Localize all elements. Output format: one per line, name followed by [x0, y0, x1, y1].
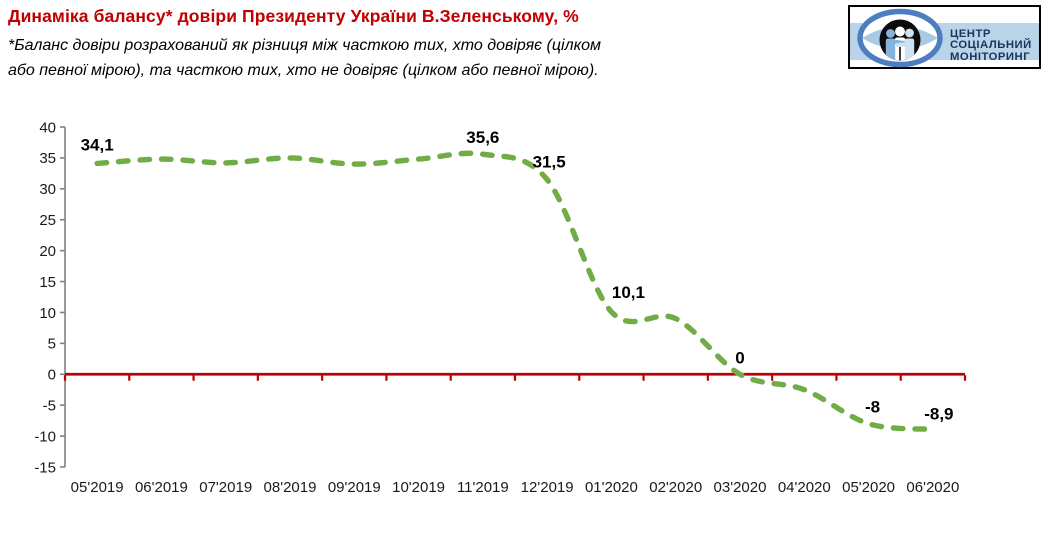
org-logo: ЦЕНТР СОЦІАЛЬНИЙ МОНІТОРИНГ: [848, 5, 1041, 69]
data-point-label: -8,9: [924, 404, 953, 423]
x-axis-label: 12'2019: [521, 479, 574, 496]
y-axis-tick-label: 25: [39, 212, 56, 229]
x-axis-label: 01'2020: [585, 479, 638, 496]
x-axis-label: 05'2020: [842, 479, 895, 496]
trust-balance-series-line: [94, 150, 936, 432]
data-point-label: 34,1: [81, 135, 114, 154]
data-point-label: 0: [735, 348, 744, 367]
y-axis-tick-label: 5: [48, 336, 56, 353]
data-point-label: 10,1: [612, 283, 645, 302]
x-axis-label: 09'2019: [328, 479, 381, 496]
data-point-label: 35,6: [466, 128, 499, 147]
y-axis-tick-label: 20: [39, 243, 56, 260]
x-axis-label: 08'2019: [264, 479, 317, 496]
x-axis-label: 06'2020: [906, 479, 959, 496]
chart-footnote: *Баланс довіри розрахований як різниця м…: [8, 34, 601, 83]
page-title: Динаміка балансу* довіри Президенту Укра…: [8, 6, 579, 26]
footnote-line-1: *Баланс довіри розрахований як різниця м…: [8, 37, 602, 54]
y-axis-tick-label: 30: [39, 181, 56, 198]
logo-text: ЦЕНТР СОЦІАЛЬНИЙ МОНІТОРИНГ: [950, 28, 1032, 63]
y-axis-tick-label: 40: [39, 119, 56, 136]
x-axis-label: 07'2019: [199, 479, 252, 496]
y-axis-tick-label: -15: [34, 459, 56, 476]
footnote-line-2: або певної мірою), та часткою тих, хто н…: [8, 61, 599, 79]
logo-text-line-3: МОНІТОРИНГ: [950, 50, 1031, 63]
data-point-label: 31,5: [533, 153, 566, 172]
x-axis-label: 03'2020: [714, 479, 767, 496]
x-axis-label: 02'2020: [649, 479, 702, 496]
y-axis-tick-label: -5: [43, 397, 56, 414]
data-point-label: -8: [865, 398, 880, 417]
y-axis-tick-label: 10: [39, 305, 56, 322]
y-axis-tick-label: 35: [39, 150, 56, 167]
y-axis-tick-label: 0: [48, 367, 56, 384]
x-axis-label: 04'2020: [778, 479, 831, 496]
x-axis-label: 11'2019: [457, 479, 509, 496]
x-axis-label: 06'2019: [135, 479, 188, 496]
y-axis-tick-label: -10: [34, 428, 56, 445]
x-axis-label: 10'2019: [392, 479, 445, 496]
logo-text-line-2: СОЦІАЛЬНИЙ: [950, 39, 1032, 52]
x-axis-label: 05'2019: [71, 479, 124, 496]
logo-text-line-1: ЦЕНТР: [950, 28, 991, 40]
eye-people-icon: [857, 8, 943, 68]
y-axis-tick-label: 15: [39, 274, 56, 291]
